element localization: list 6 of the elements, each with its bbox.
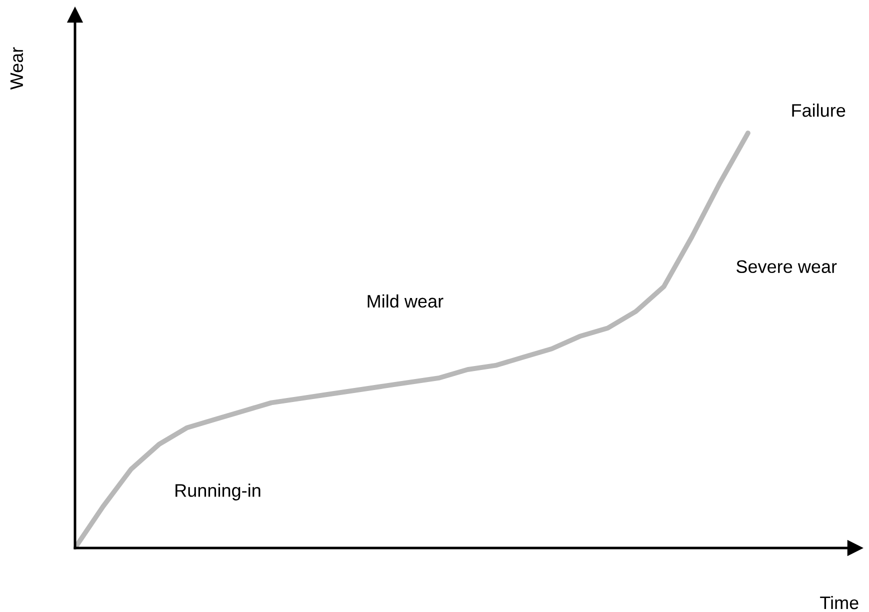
annotation: Running-in — [176, 484, 260, 500]
text: Failure — [792, 104, 846, 117]
x-axis-title: Time — [820, 596, 858, 610]
y-axis-title: Wear — [10, 47, 24, 90]
annotation: Severe wear — [736, 260, 837, 274]
annotation: Mild wear — [368, 294, 444, 308]
